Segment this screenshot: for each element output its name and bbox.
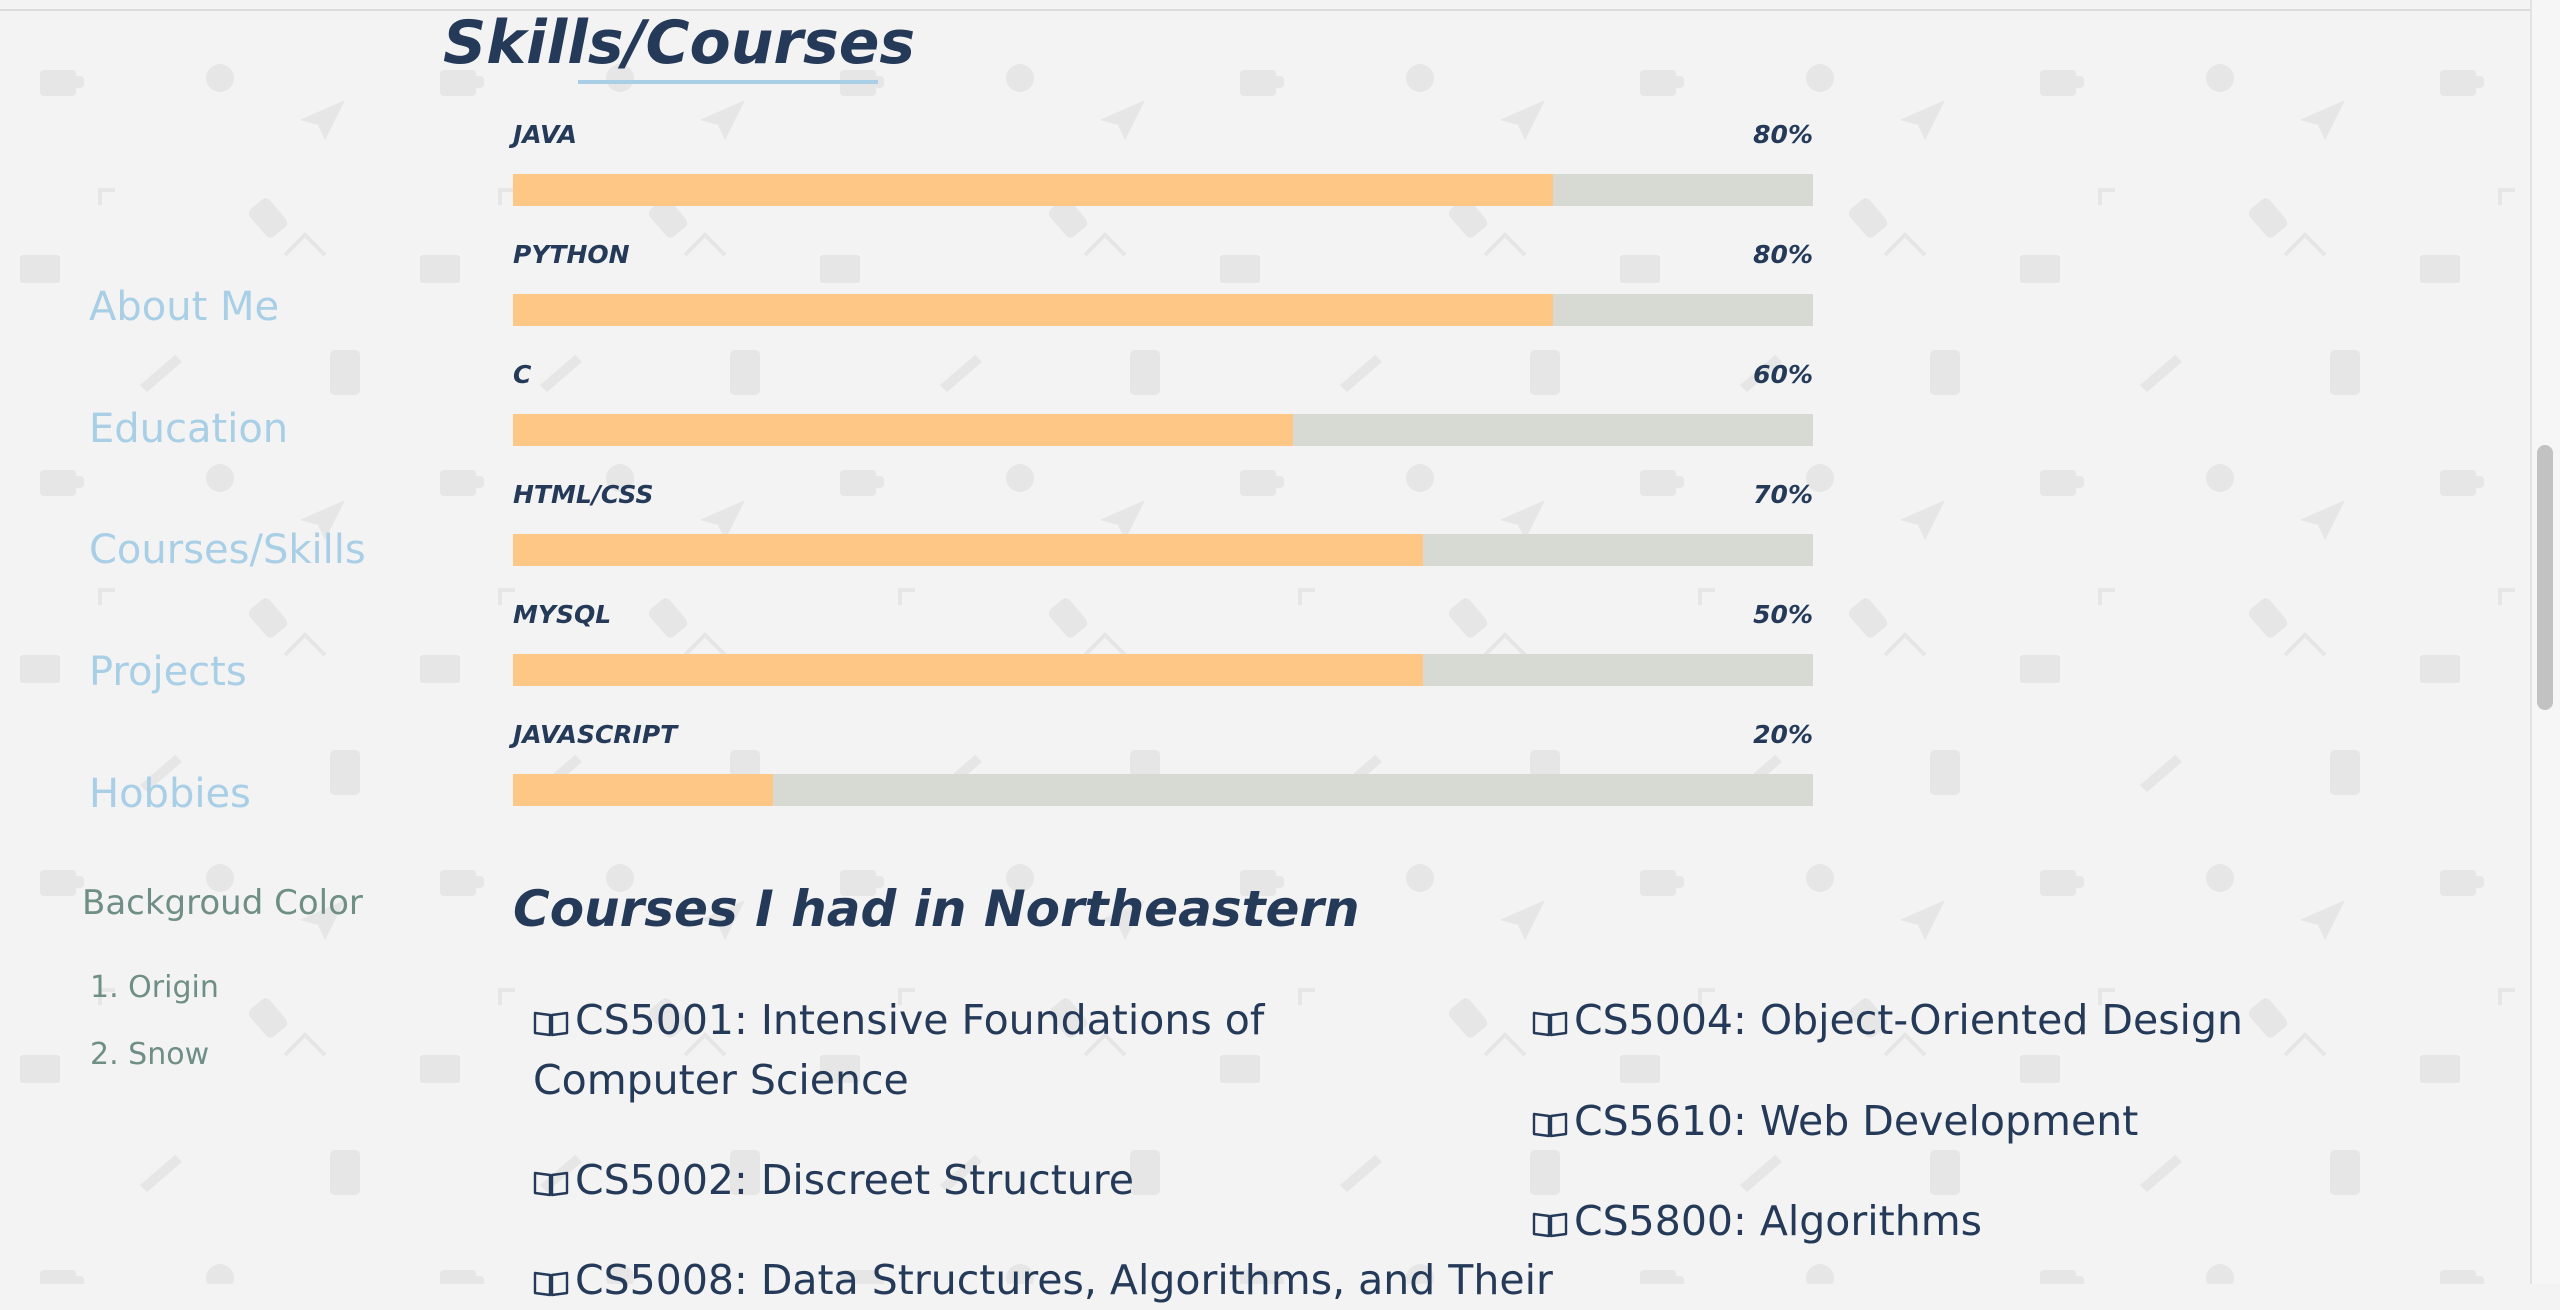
course-label: CS5008: Data Structures, Algorithms, and… [575,1256,1553,1304]
skill-bar-track [513,414,1813,446]
course-item: CS5002: Discreet Structure [533,1150,1493,1210]
background-option-snow[interactable]: 2. Snow [90,1037,210,1072]
skill-name: HTML/CSS [513,480,654,509]
skill-html-css: HTML/CSS 70% [513,480,1813,580]
skill-bar-track [513,534,1813,566]
skill-name: JAVASCRIPT [513,720,678,749]
skill-bar-track [513,174,1813,206]
skill-python: PYTHON 80% [513,240,1813,340]
book-icon [1532,1112,1568,1138]
skill-percent: 50% [1753,600,1813,629]
skill-bar-fill [513,534,1423,566]
course-item: CS5004: Object-Oriented Design [1532,990,2492,1050]
title-underline [578,80,878,84]
nav-hobbies[interactable]: Hobbies [89,771,251,817]
course-label: CS5004: Object-Oriented Design [1574,996,2243,1044]
main-content: Skills/Courses JAVA 80% PYTHON 80% C 60%… [443,8,2492,1304]
skill-bar-fill [513,654,1423,686]
skill-percent: 80% [1753,240,1813,269]
section-title: Skills/Courses [443,8,916,78]
book-icon [533,1011,569,1037]
skill-percent: 20% [1753,720,1813,749]
skill-mysql: MYSQL 50% [513,600,1813,700]
skill-bar-track [513,774,1813,806]
skill-c: C 60% [513,360,1813,460]
courses-heading: Courses I had in Northeastern [513,880,1360,938]
course-item: CS5001: Intensive Foundations of Compute… [533,990,1453,1110]
skill-bar-track [513,654,1813,686]
skill-name: MYSQL [513,600,612,629]
book-icon [1532,1011,1568,1037]
book-icon [533,1171,569,1197]
course-label: CS5002: Discreet Structure [575,1156,1134,1204]
course-label: CS5001: Intensive Foundations of Compute… [533,996,1265,1104]
skill-bar-fill [513,774,773,806]
nav-education[interactable]: Education [89,406,289,452]
course-item: CS5008: Data Structures, Algorithms, and… [533,1250,1553,1310]
nav-courses-skills[interactable]: Courses/Skills [89,527,366,573]
nav-projects[interactable]: Projects [89,649,247,695]
skill-percent: 70% [1753,480,1813,509]
scrollbar-thumb[interactable] [2537,445,2553,710]
skill-percent: 80% [1753,120,1813,149]
sidebar: About Me Education Courses/Skills Projec… [0,0,420,1284]
skill-javascript: JAVASCRIPT 20% [513,720,1813,820]
skill-name: JAVA [513,120,577,149]
course-label: CS5610: Web Development [1574,1097,2139,1145]
skill-bar-fill [513,174,1553,206]
book-icon [533,1271,569,1297]
skill-percent: 60% [1753,360,1813,389]
course-label: CS5800: Algorithms [1574,1197,1982,1245]
skill-bar-track [513,294,1813,326]
skill-bar-fill [513,414,1293,446]
course-item: CS5800: Algorithms [1532,1191,2492,1251]
course-item: CS5610: Web Development [1532,1091,2492,1151]
book-icon [1532,1212,1568,1238]
skill-name: C [513,360,532,389]
background-option-origin[interactable]: 1. Origin [90,970,219,1005]
skill-java: JAVA 80% [513,120,1813,220]
top-divider [0,9,2560,11]
background-color-heading: Backgroud Color [82,883,363,923]
skill-name: PYTHON [513,240,630,269]
nav-about-me[interactable]: About Me [89,284,280,330]
skill-bar-fill [513,294,1553,326]
